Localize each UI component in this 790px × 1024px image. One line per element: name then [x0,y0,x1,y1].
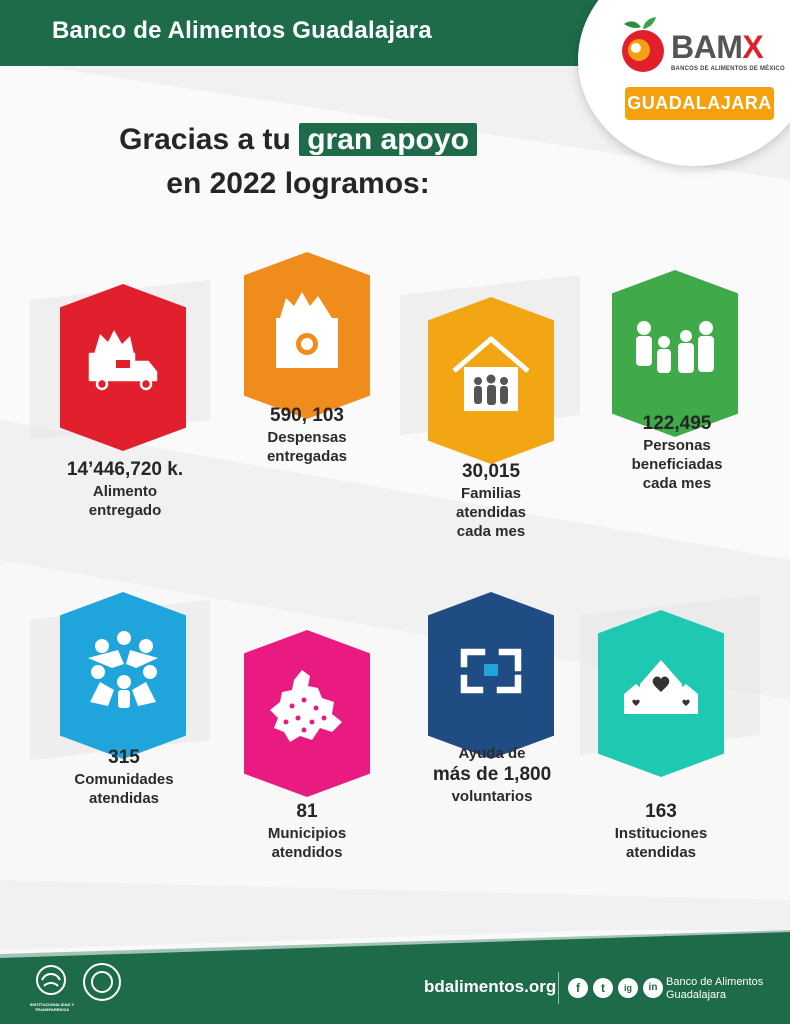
stat-number: 590, 103 [270,405,344,426]
stat-text-volunteers: Ayuda de más de 1,800 voluntarios [404,744,580,806]
stat-label: entregadas [266,448,348,465]
stat-number: 81 [296,801,318,822]
people-group-icon [636,321,714,373]
stat-tile-people [612,270,738,437]
stat-label: cada mes [642,475,712,492]
website-link[interactable]: bdalimentos.org [424,977,557,996]
stat-label: atendidas [455,504,527,521]
header-bar: Banco de Alimentos Guadalajara [0,0,600,66]
headline-pre: Gracias a tu [119,123,291,156]
stat-text-municipalities: 81 Municipios atendidos [224,800,390,862]
stat-label: Ayuda de [458,745,526,762]
stat-label: beneficiadas [631,456,723,473]
handle-line: Banco de Alimentos [666,976,764,988]
footer-band [0,930,790,1024]
community-icon [88,631,158,708]
headline-line2: en 2022 logramos: [166,167,430,200]
stat-text-families: 30,015 Familias atendidas cada mes [408,460,574,541]
stat-number: 122,495 [642,413,712,434]
transparency-seal-icon [36,965,66,995]
city-badge: GUADALAJARA [625,87,774,120]
heart-houses-icon [624,660,698,714]
stat-label: Alimento [92,483,158,500]
stat-label: atendidas [88,790,160,807]
stat-number: 14’446,720 k. [66,459,184,480]
page-title: Banco de Alimentos Guadalajara [52,17,432,44]
stat-tile-communities [60,592,186,759]
stat-number: más de 1,800 [432,764,552,785]
stat-label: entregado [88,502,162,519]
stat-text-institutions: 163 Instituciones atendidas [578,800,744,862]
stat-text-pantries: 590, 103 Despensas entregadas [224,404,390,466]
seal-caption: INSTITUCIONALIDAD Y TRANSPARENCIA [29,1002,75,1012]
stat-tile-institutions [598,610,724,777]
stat-label: atendidos [271,844,343,861]
stat-number: 315 [108,747,140,768]
joined-hands-icon [459,647,523,695]
instagram-icon[interactable]: ig [618,978,638,998]
stat-text-people: 122,495 Personas beneficiadas cada mes [592,412,762,493]
stat-label: Familias [460,485,522,502]
apple-logo-icon [622,17,664,72]
stat-number: 30,015 [461,461,521,482]
stat-label: Municipios [267,825,347,842]
stat-label: atendidas [625,844,697,861]
stat-tile-food [60,284,186,451]
stat-tile-families [428,297,554,464]
handle-line: Guadalajara [666,989,726,1001]
footer-divider [558,972,559,1004]
stat-label: cada mes [456,523,526,540]
stat-tile-volunteers [428,592,554,759]
social-handle: Banco de Alimentos Guadalajara [666,976,776,1002]
stat-label: Despensas [267,429,347,446]
global-seal-icon [83,963,121,1001]
facebook-icon[interactable]: f [568,978,588,998]
stat-text-food: 14’446,720 k. Alimento entregado [40,458,210,520]
grocery-bag-icon [276,292,338,368]
stat-label: Instituciones [614,825,708,842]
tile-panel [612,270,738,437]
family-house-icon [452,336,530,411]
stat-text-communities: 315 Comunidades atendidas [34,746,214,808]
brand-logo-text: BAMX [671,29,764,65]
stat-tile-municipalities [244,630,370,797]
stat-label: Comunidades [74,771,174,788]
jalisco-map-icon [270,670,342,742]
linkedin-icon[interactable]: in [643,978,663,998]
headline-highlight: gran apoyo [299,123,477,156]
stat-label: voluntarios [451,788,533,805]
stat-label: Personas [643,437,711,454]
headline: Gracias a tu gran apoyo en 2022 logramos… [78,118,518,206]
twitter-icon[interactable]: t [593,978,613,998]
brand-subtitle: BANCOS DE ALIMENTOS DE MÉXICO [671,66,785,72]
delivery-truck-icon [88,330,158,391]
stat-tile-pantries [244,252,370,419]
stat-number: 163 [645,801,677,822]
